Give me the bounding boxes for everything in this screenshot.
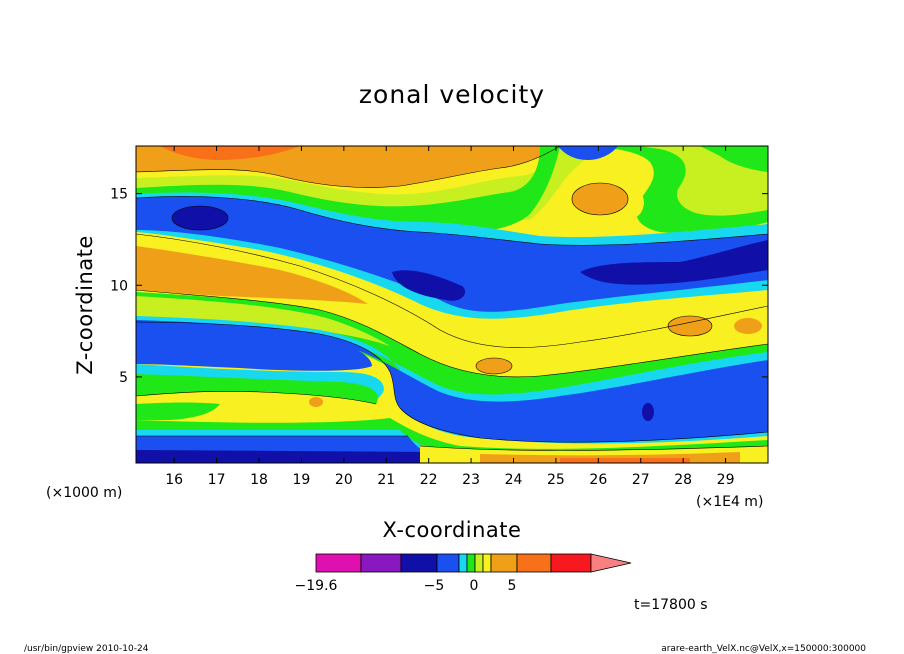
contour-field: [136, 146, 768, 463]
x-tick-label: 24: [505, 472, 523, 488]
x-tick-label: 29: [717, 472, 735, 488]
x-tick-label: 26: [589, 472, 607, 488]
upper-dark-blue-left: [172, 206, 228, 230]
contour-lines: [136, 146, 768, 451]
x-tick-label: 22: [420, 472, 438, 488]
orange-patch-1: [668, 316, 712, 336]
y-tick-label: 15: [110, 187, 128, 203]
colorbar-segment: [315, 553, 362, 573]
plot-frame: [135, 145, 769, 464]
time-label: t=17800 s: [634, 597, 708, 613]
lower-left-green-2: [136, 402, 220, 420]
bottom-dark-blue-band: [136, 450, 436, 463]
colorbar-arrow: [590, 553, 632, 573]
colorbar-segment: [400, 553, 438, 573]
colorbar-segment: [550, 553, 592, 573]
colorbar-label-min: −19.6: [295, 578, 338, 594]
x-axis-label: X-coordinate: [383, 518, 522, 542]
mid-yellow-band: [136, 234, 768, 389]
colorbar-segment: [458, 553, 468, 573]
x-tick-label: 25: [547, 472, 565, 488]
colorbar-segment: [474, 553, 484, 573]
colorbar-segment: [466, 553, 476, 573]
colorbar-label-zero: 0: [470, 578, 479, 594]
orange-patch-2: [734, 318, 762, 334]
lower-blue-band: [136, 322, 768, 443]
colorbar: [315, 553, 632, 573]
chart-title: zonal velocity: [359, 80, 545, 109]
x-tick-label: 27: [632, 472, 650, 488]
x-tick-label: 28: [674, 472, 692, 488]
mid-orange-patch: [136, 246, 368, 304]
colorbar-segment: [482, 553, 492, 573]
colorbar-label-neg5: −5: [424, 578, 445, 594]
bottom-right-red: [560, 458, 690, 463]
y-tick-label: 10: [110, 278, 128, 294]
colorbar-segment: [490, 553, 518, 573]
x-tick-label: 18: [250, 472, 268, 488]
y-scale-label: (×1000 m): [46, 485, 122, 501]
upper-dark-blue-right: [580, 240, 768, 285]
colorbar-label-5: 5: [508, 578, 517, 594]
lower-dark-blue-dot: [642, 403, 654, 421]
mid-yellow-green: [136, 296, 390, 346]
top-blue-notch: [558, 146, 618, 160]
x-tick-label: 19: [293, 472, 311, 488]
footer-left: /usr/bin/gpview 2010-10-24: [24, 644, 149, 654]
mid-dark-blue-blob: [392, 270, 466, 301]
y-axis-label: Z-coordinate: [73, 235, 97, 375]
x-tick-label: 20: [335, 472, 353, 488]
colorbar-segment: [436, 553, 460, 573]
orange-patch-4: [309, 397, 323, 407]
right-top-blob-orange: [572, 183, 628, 215]
top-right-cyan: [700, 146, 768, 172]
top-red-patch: [160, 146, 300, 160]
x-tick-label: 17: [208, 472, 226, 488]
left-blue-lobe: [136, 320, 372, 371]
bottom-blue-band: [136, 436, 430, 454]
orange-patch-3: [476, 358, 512, 374]
y-axis-ticks: 5 10 15: [110, 187, 768, 386]
x-scale-label: (×1E4 m): [696, 494, 763, 510]
colorbar-segment: [516, 553, 552, 573]
x-axis-ticks: 16 17 18 19 20 21 22 23 24 25 26 27 28 29: [165, 146, 734, 488]
x-tick-label: 21: [377, 472, 395, 488]
footer-right: arare-earth_VelX.nc@VelX,x=150000:300000: [661, 644, 866, 654]
colorbar-segment: [360, 553, 402, 573]
y-tick-label: 5: [119, 370, 128, 386]
x-tick-label: 23: [462, 472, 480, 488]
x-tick-label: 16: [165, 472, 183, 488]
